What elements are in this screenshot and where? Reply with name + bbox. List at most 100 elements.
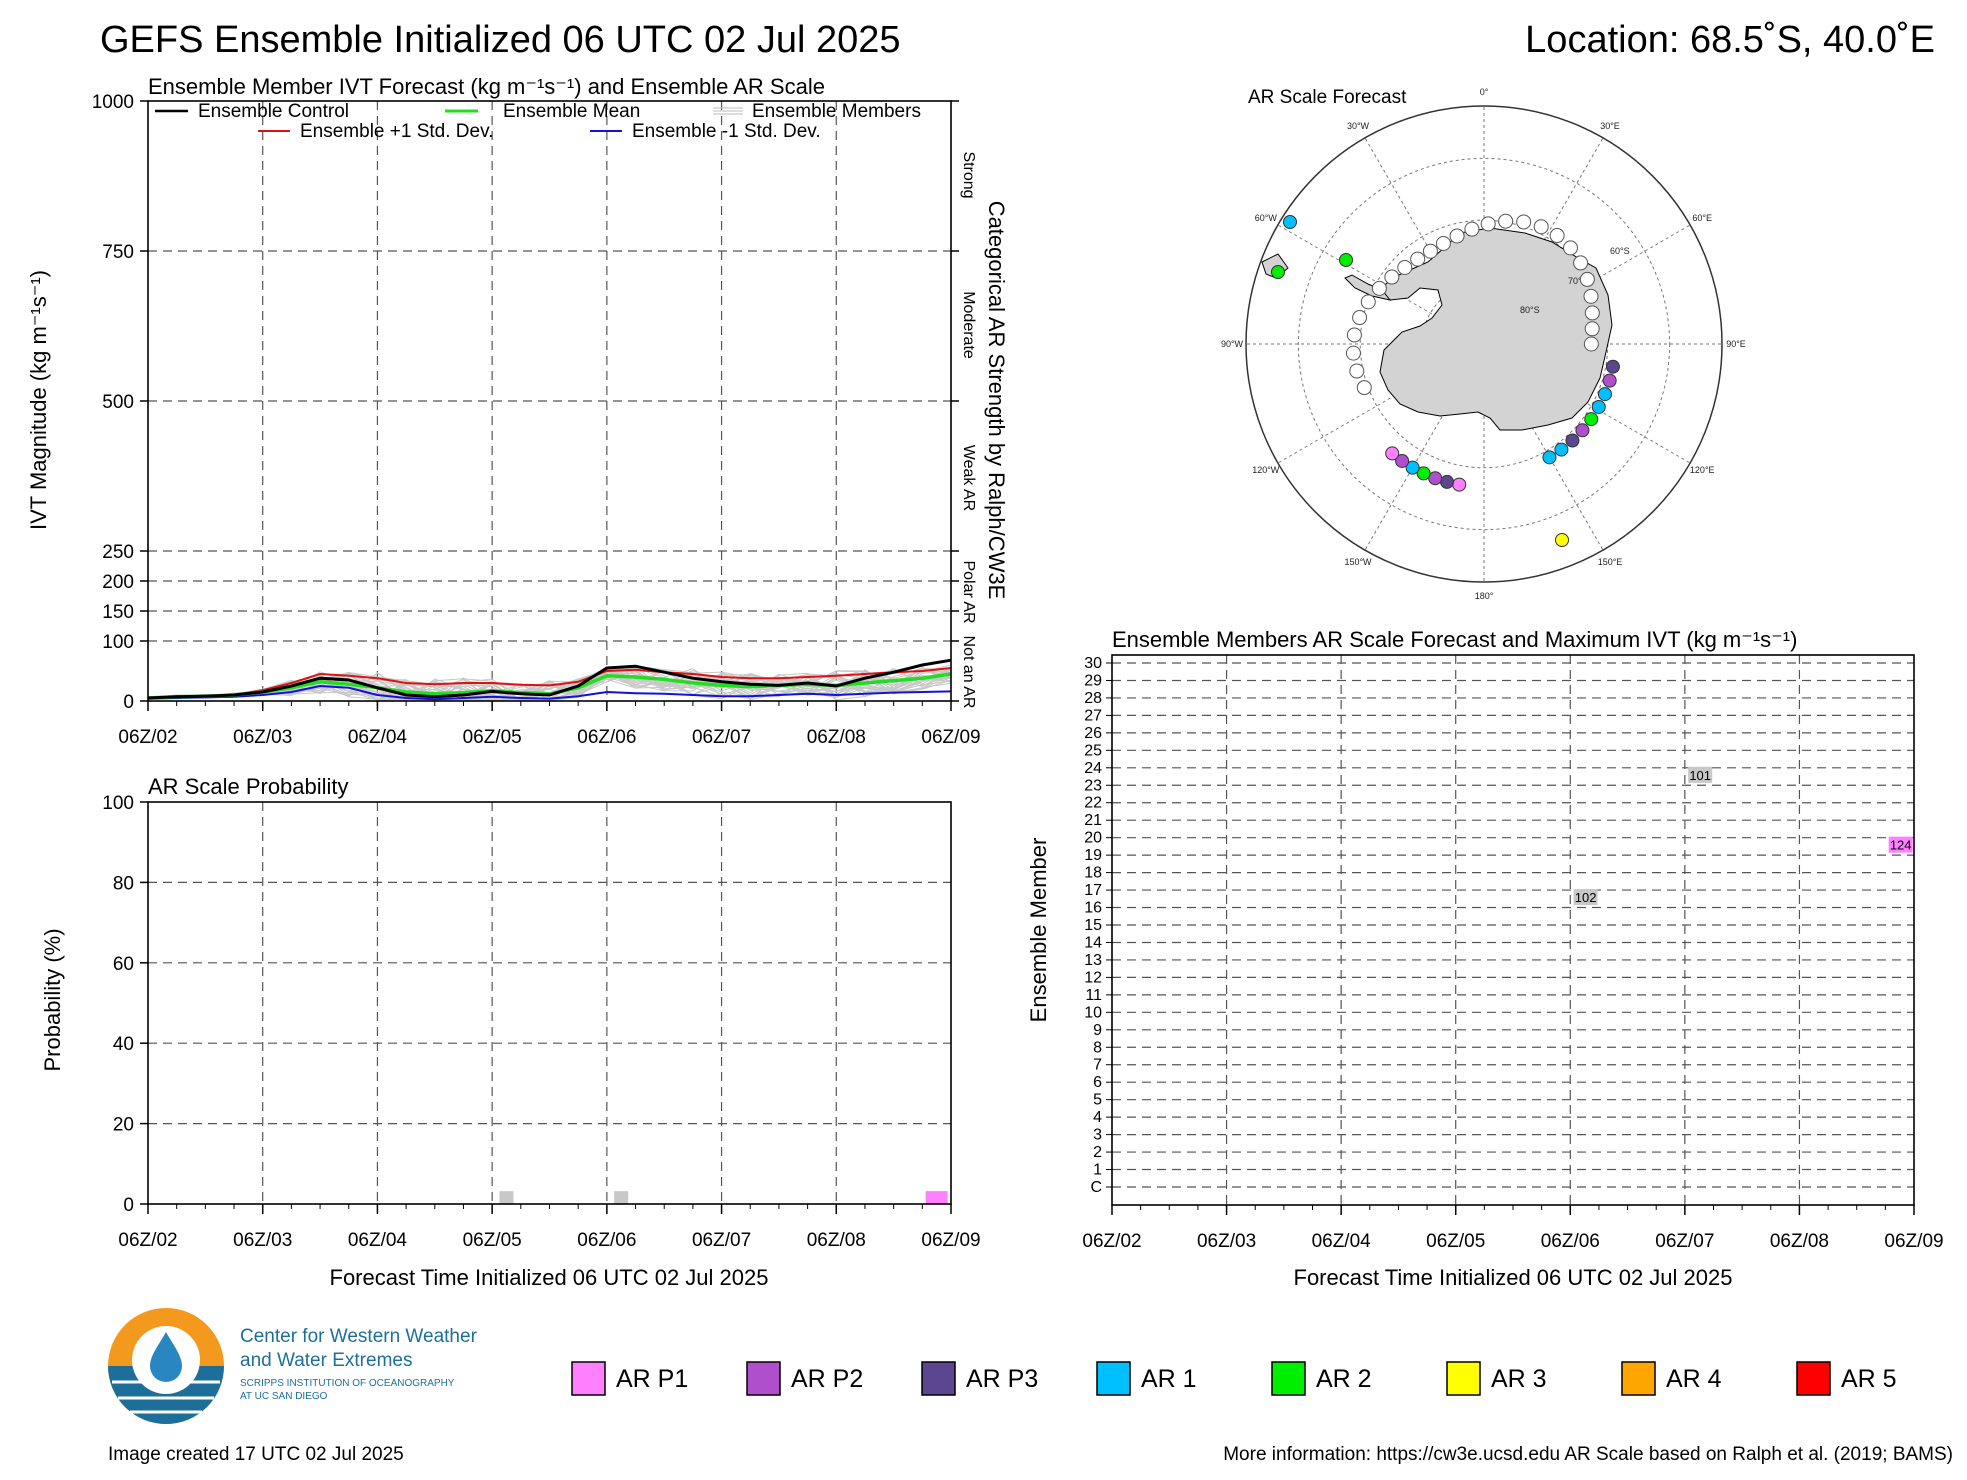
coastal-ar-marker [1385, 446, 1400, 461]
more-info-text: More information: https://cw3e.ucsd.edu … [1223, 1444, 1953, 1465]
legend-minus-label: Ensemble -1 Std. Dev. [632, 121, 821, 142]
prob-xtick-label: 06Z/09 [921, 1230, 980, 1251]
ivt-xtick-label: 06Z/05 [463, 727, 522, 748]
member-ytick-label: 13 [1084, 952, 1102, 969]
member-ytick-label: 2 [1093, 1144, 1102, 1161]
member-ytick-label: 25 [1084, 742, 1102, 759]
coastal-ar-marker [1542, 450, 1557, 465]
probability-bar [925, 1191, 948, 1204]
prob-plot-frame [147, 801, 952, 1205]
ensemble-plus-std-line [147, 667, 952, 699]
member-ytick-label: 26 [1084, 725, 1102, 742]
member-ar-cell [1573, 889, 1598, 906]
member-ytick-label: 24 [1084, 760, 1102, 777]
ar-category-label: Not an AR [960, 636, 977, 709]
member-ytick-label: 5 [1093, 1092, 1102, 1109]
member-ytick-label: 28 [1084, 690, 1102, 707]
ar-scale-swatch [1271, 1361, 1306, 1396]
map-title: AR Scale Forecast [1248, 87, 1407, 108]
longitude-label: 0° [1480, 87, 1489, 97]
prob-xtick-label: 06Z/02 [118, 1230, 177, 1251]
ar-category-label: Weak AR [960, 445, 977, 511]
ar-scale-swatch [1096, 1361, 1131, 1396]
org-name-line2: and Water Extremes [240, 1350, 412, 1371]
polar-map-panel: AR Scale Forecast 0° 30°E 60°E 90°E 120°E 150… [1221, 87, 1746, 601]
coastal-ar-marker [1356, 380, 1372, 396]
ar-scale-legend: AR P1 AR P2 AR P3 AR 1 AR 2 AR 3 AR 4 AR 5 [571, 1361, 1897, 1396]
coastal-ar-marker [1346, 327, 1362, 343]
ivt-ytick-label: 200 [102, 572, 134, 593]
ar-scale-label: AR 4 [1666, 1365, 1722, 1393]
coastal-ar-marker [1579, 271, 1595, 287]
member-ar-cell [1888, 836, 1913, 853]
member-xtick-label: 06Z/08 [1770, 1231, 1829, 1252]
longitude-label: 120°E [1690, 465, 1715, 475]
ivt-ytick-label: 750 [102, 242, 134, 263]
ensemble-minus-std-line [147, 684, 952, 701]
member-ytick-label: 10 [1084, 1004, 1102, 1021]
org-name-line3: SCRIPPS INSTITUTION OF OCEANOGRAPHY [240, 1378, 455, 1389]
longitude-label: 30°W [1347, 121, 1370, 131]
coastal-ar-marker [1584, 321, 1600, 337]
prob-ytick-label: 40 [113, 1034, 134, 1055]
member-xtick-label: 06Z/03 [1197, 1231, 1256, 1252]
longitude-line [1483, 224, 1691, 345]
prob-x-axis-label: Forecast Time Initialized 06 UTC 02 Jul … [330, 1265, 769, 1290]
coastal-ar-marker [1422, 243, 1438, 259]
member-ytick-label: 17 [1084, 882, 1102, 899]
coastal-ar-marker [1584, 412, 1599, 427]
ar-scale-swatch [1796, 1361, 1831, 1396]
coastal-ar-marker [1384, 269, 1400, 285]
legend-members-label: Ensemble Members [752, 101, 921, 122]
member-ytick-label: 23 [1084, 777, 1102, 794]
ar-scale-label: AR 5 [1841, 1365, 1897, 1393]
member-ytick-label: 21 [1084, 812, 1102, 829]
ivt-legend: Ensemble Control Ensemble Mean Ensemble … [155, 101, 921, 142]
coastal-ar-marker [1554, 442, 1569, 457]
coastal-ar-marker [1565, 433, 1580, 448]
prob-ytick-label: 20 [113, 1115, 134, 1136]
ivt-ytick-label: 150 [102, 602, 134, 623]
member-ytick-label: 20 [1084, 830, 1102, 847]
longitude-line [1483, 343, 1604, 551]
member-max-ivt-label: 124 [1890, 838, 1912, 853]
island-ar-marker [1283, 215, 1297, 229]
coastal-ar-marker [1533, 219, 1549, 235]
ivt-ytick-label: 250 [102, 542, 134, 563]
ivt-panel: Ensemble Member IVT Forecast (kg m⁻¹s⁻¹)… [26, 74, 1009, 748]
latitude-label: 60°S [1610, 246, 1630, 256]
ar-scale-label: AR 1 [1141, 1365, 1197, 1393]
latitude-circle [1297, 157, 1671, 531]
ivt-xtick-label: 06Z/02 [118, 727, 177, 748]
ar-scale-label: AR P1 [616, 1365, 688, 1393]
member-max-ivt-label: 101 [1689, 768, 1711, 783]
prob-xtick-label: 06Z/06 [577, 1230, 636, 1251]
member-ytick-label: 27 [1084, 707, 1102, 724]
member-ytick-label: C [1090, 1179, 1102, 1196]
coastal-ar-marker [1397, 259, 1413, 275]
prob-ytick-label: 60 [113, 954, 134, 975]
ar-scale-swatch [1621, 1361, 1656, 1396]
coastal-ar-marker [1583, 336, 1599, 352]
coastal-ar-marker [1583, 288, 1599, 304]
member-ytick-label: 4 [1093, 1109, 1102, 1126]
member-xtick-label: 06Z/06 [1541, 1231, 1600, 1252]
longitude-label: 60°W [1255, 213, 1278, 223]
coastal-ar-marker [1480, 216, 1496, 232]
legend-plus-label: Ensemble +1 Std. Dev. [300, 121, 493, 142]
coastal-ar-marker [1416, 466, 1431, 481]
member-ytick-label: 18 [1084, 865, 1102, 882]
ivt-panel-title: Ensemble Member IVT Forecast (kg m⁻¹s⁻¹)… [148, 74, 825, 99]
ivt-xtick-label: 06Z/03 [233, 727, 292, 748]
prob-ytick-label: 0 [123, 1195, 134, 1216]
legend-mean-label: Ensemble Mean [503, 101, 640, 122]
island-ar-marker [1555, 533, 1569, 547]
ar-scale-label: AR 3 [1491, 1365, 1547, 1393]
coastal-ar-marker [1584, 305, 1600, 321]
latitude-label: 70°S [1568, 276, 1588, 286]
island-ar-marker [1271, 265, 1285, 279]
ar-category-label: Strong [960, 151, 977, 198]
prob-y-axis-label: Probability (%) [40, 928, 65, 1071]
image-created-text: Image created 17 UTC 02 Jul 2025 [108, 1444, 404, 1465]
